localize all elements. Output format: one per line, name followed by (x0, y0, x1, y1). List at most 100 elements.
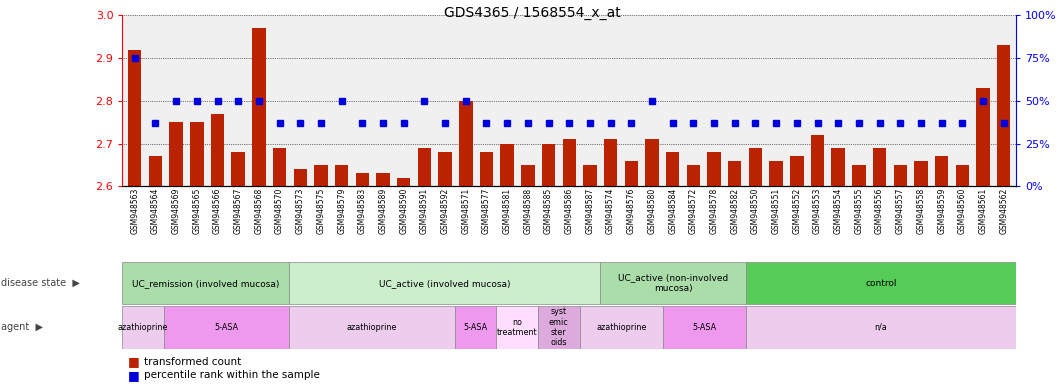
Bar (480, 152, 494, 186)
Text: GSM948569: GSM948569 (171, 188, 181, 234)
Text: azathioprine: azathioprine (596, 323, 647, 332)
Bar (232, 152, 245, 186)
Text: syst
emic
ster
oids: syst emic ster oids (549, 307, 569, 348)
Text: GSM948591: GSM948591 (420, 188, 429, 234)
Bar (935, 156, 948, 186)
Bar (791, 156, 803, 186)
Text: GSM948571: GSM948571 (462, 188, 470, 234)
Bar (955, 165, 969, 186)
Bar (497, 306, 538, 349)
Text: GSM948563: GSM948563 (130, 188, 139, 234)
Text: GSM948551: GSM948551 (771, 188, 781, 234)
Text: GSM948585: GSM948585 (544, 188, 553, 234)
Bar (335, 165, 348, 186)
Text: GSM948555: GSM948555 (854, 188, 863, 234)
Bar (438, 152, 452, 186)
Bar (122, 262, 288, 305)
Bar (288, 262, 600, 305)
Bar (746, 262, 1016, 305)
Bar (164, 306, 288, 349)
Text: GSM948580: GSM948580 (648, 188, 656, 234)
Text: GSM948582: GSM948582 (730, 188, 739, 234)
Bar (190, 122, 203, 186)
Text: GSM948584: GSM948584 (668, 188, 677, 234)
Text: GSM948552: GSM948552 (793, 188, 801, 234)
Bar (728, 161, 742, 186)
Bar (872, 148, 886, 186)
Text: UC_active (involved mucosa): UC_active (involved mucosa) (379, 279, 511, 288)
Text: GSM948581: GSM948581 (502, 188, 512, 234)
Text: GSM948566: GSM948566 (213, 188, 222, 234)
Bar (977, 88, 990, 186)
Bar (852, 165, 866, 186)
Text: 5-ASA: 5-ASA (214, 323, 238, 332)
Text: GSM948573: GSM948573 (296, 188, 304, 234)
Bar (288, 306, 455, 349)
Bar (122, 306, 164, 349)
Text: GSM948572: GSM948572 (688, 188, 698, 234)
Text: azathioprine: azathioprine (118, 323, 168, 332)
Text: GSM948592: GSM948592 (440, 188, 450, 234)
Text: GSM948583: GSM948583 (358, 188, 367, 234)
Bar (811, 135, 825, 186)
Text: ■: ■ (128, 369, 139, 382)
Bar (314, 165, 328, 186)
Text: GSM948550: GSM948550 (751, 188, 760, 234)
Text: GSM948577: GSM948577 (482, 188, 491, 234)
Bar (500, 144, 514, 186)
Bar (377, 174, 389, 186)
Bar (583, 165, 597, 186)
Text: GSM948556: GSM948556 (875, 188, 884, 234)
Bar (686, 165, 700, 186)
Text: GSM948567: GSM948567 (234, 188, 243, 234)
Text: GSM948575: GSM948575 (316, 188, 326, 234)
Bar (708, 152, 720, 186)
Text: 5-ASA: 5-ASA (464, 323, 487, 332)
Text: GSM948590: GSM948590 (399, 188, 409, 234)
Bar (538, 306, 580, 349)
Text: GSM948562: GSM948562 (999, 188, 1009, 234)
Bar (521, 165, 534, 186)
Bar (580, 306, 663, 349)
Bar (455, 306, 497, 349)
Bar (542, 144, 555, 186)
Bar (563, 139, 576, 186)
Text: percentile rank within the sample: percentile rank within the sample (144, 370, 319, 381)
Text: GSM948574: GSM948574 (606, 188, 615, 234)
Bar (749, 148, 762, 186)
Bar (625, 161, 638, 186)
Text: GSM948579: GSM948579 (337, 188, 346, 234)
Bar (663, 306, 746, 349)
Bar (418, 148, 431, 186)
Bar (604, 139, 617, 186)
Bar (294, 169, 307, 186)
Text: GSM948564: GSM948564 (151, 188, 160, 234)
Text: control: control (865, 279, 897, 288)
Text: GSM948570: GSM948570 (276, 188, 284, 234)
Bar (272, 148, 286, 186)
Text: GSM948588: GSM948588 (523, 188, 532, 234)
Bar (355, 174, 369, 186)
Bar (914, 161, 928, 186)
Text: GDS4365 / 1568554_x_at: GDS4365 / 1568554_x_at (444, 6, 620, 20)
Text: agent  ▶: agent ▶ (1, 322, 43, 333)
Text: GSM948587: GSM948587 (585, 188, 595, 234)
Text: 5-ASA: 5-ASA (693, 323, 716, 332)
Text: n/a: n/a (875, 323, 887, 332)
Text: GSM948565: GSM948565 (193, 188, 201, 234)
Bar (769, 161, 783, 186)
Text: GSM948589: GSM948589 (379, 188, 387, 234)
Bar (645, 139, 659, 186)
Text: GSM948559: GSM948559 (937, 188, 946, 234)
Text: GSM948568: GSM948568 (254, 188, 264, 234)
Bar (746, 306, 1016, 349)
Text: GSM948576: GSM948576 (627, 188, 636, 234)
Bar (459, 101, 472, 186)
Text: GSM948553: GSM948553 (813, 188, 822, 234)
Text: GSM948554: GSM948554 (834, 188, 843, 234)
Text: UC_active (non-involved
mucosa): UC_active (non-involved mucosa) (618, 273, 728, 293)
Text: ■: ■ (128, 355, 139, 368)
Text: GSM948557: GSM948557 (896, 188, 904, 234)
Bar (831, 148, 845, 186)
Text: GSM948561: GSM948561 (979, 188, 987, 234)
